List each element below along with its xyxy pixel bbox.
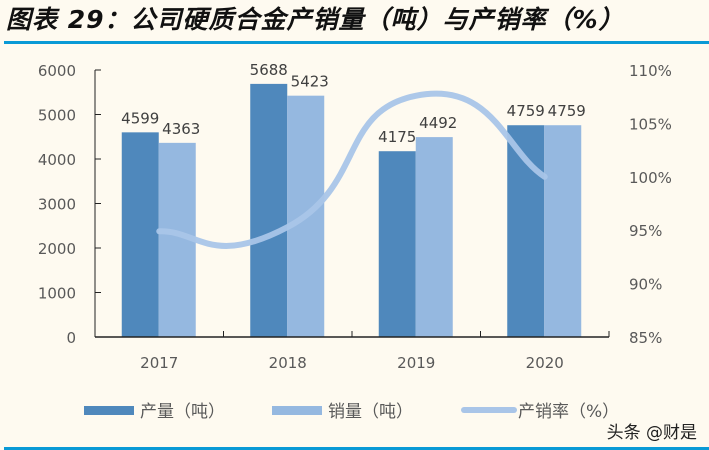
- data-label-production: 4759: [507, 102, 545, 120]
- data-label-production: 4599: [121, 109, 159, 127]
- legend-label: 产量（吨）: [140, 402, 225, 422]
- data-label-production: 4175: [378, 128, 416, 146]
- footer-rule: [4, 447, 709, 450]
- left-axis-label: 1000: [38, 285, 76, 303]
- bar-sales: [544, 125, 582, 337]
- data-label-sales: 4492: [419, 114, 457, 132]
- right-axis-label: 105%: [629, 115, 672, 133]
- bar-production: [121, 132, 159, 337]
- left-axis-label: 3000: [38, 196, 76, 214]
- legend-swatch-sales: [272, 406, 322, 415]
- right-axis-label: 100%: [629, 169, 672, 187]
- x-axis-label: 2018: [269, 354, 307, 372]
- legend-swatch-production: [84, 406, 134, 415]
- watermark: 头条 @财是: [606, 423, 697, 443]
- left-axis-label: 4000: [38, 151, 76, 169]
- data-label-sales: 4759: [548, 102, 586, 120]
- left-axis-label: 5000: [38, 107, 76, 125]
- x-axis-label: 2019: [397, 354, 435, 372]
- left-axis-label: 2000: [38, 240, 76, 258]
- bar-sales: [415, 137, 453, 337]
- data-label-sales: 5423: [291, 73, 329, 91]
- right-axis-label: 85%: [629, 329, 662, 347]
- header-rule: [4, 41, 709, 44]
- bar-production: [250, 83, 288, 337]
- right-axis-label: 110%: [629, 62, 672, 80]
- legend-label: 销量（吨）: [328, 402, 413, 422]
- left-axis-label: 0: [66, 329, 76, 347]
- left-axis-label: 6000: [38, 62, 76, 80]
- legend-label: 产销率（%）: [518, 402, 619, 422]
- bar-production: [378, 151, 416, 337]
- data-label-production: 5688: [250, 61, 288, 79]
- rate-line: [156, 90, 548, 249]
- x-axis-label: 2017: [140, 354, 178, 372]
- x-axis-label: 2020: [526, 354, 564, 372]
- data-label-sales: 4363: [162, 120, 200, 138]
- right-axis-label: 95%: [629, 222, 662, 240]
- right-axis-label: 90%: [629, 276, 662, 294]
- chart-title: 图表 29：公司硬质合金产销量（吨）与产销率（%）: [6, 5, 625, 34]
